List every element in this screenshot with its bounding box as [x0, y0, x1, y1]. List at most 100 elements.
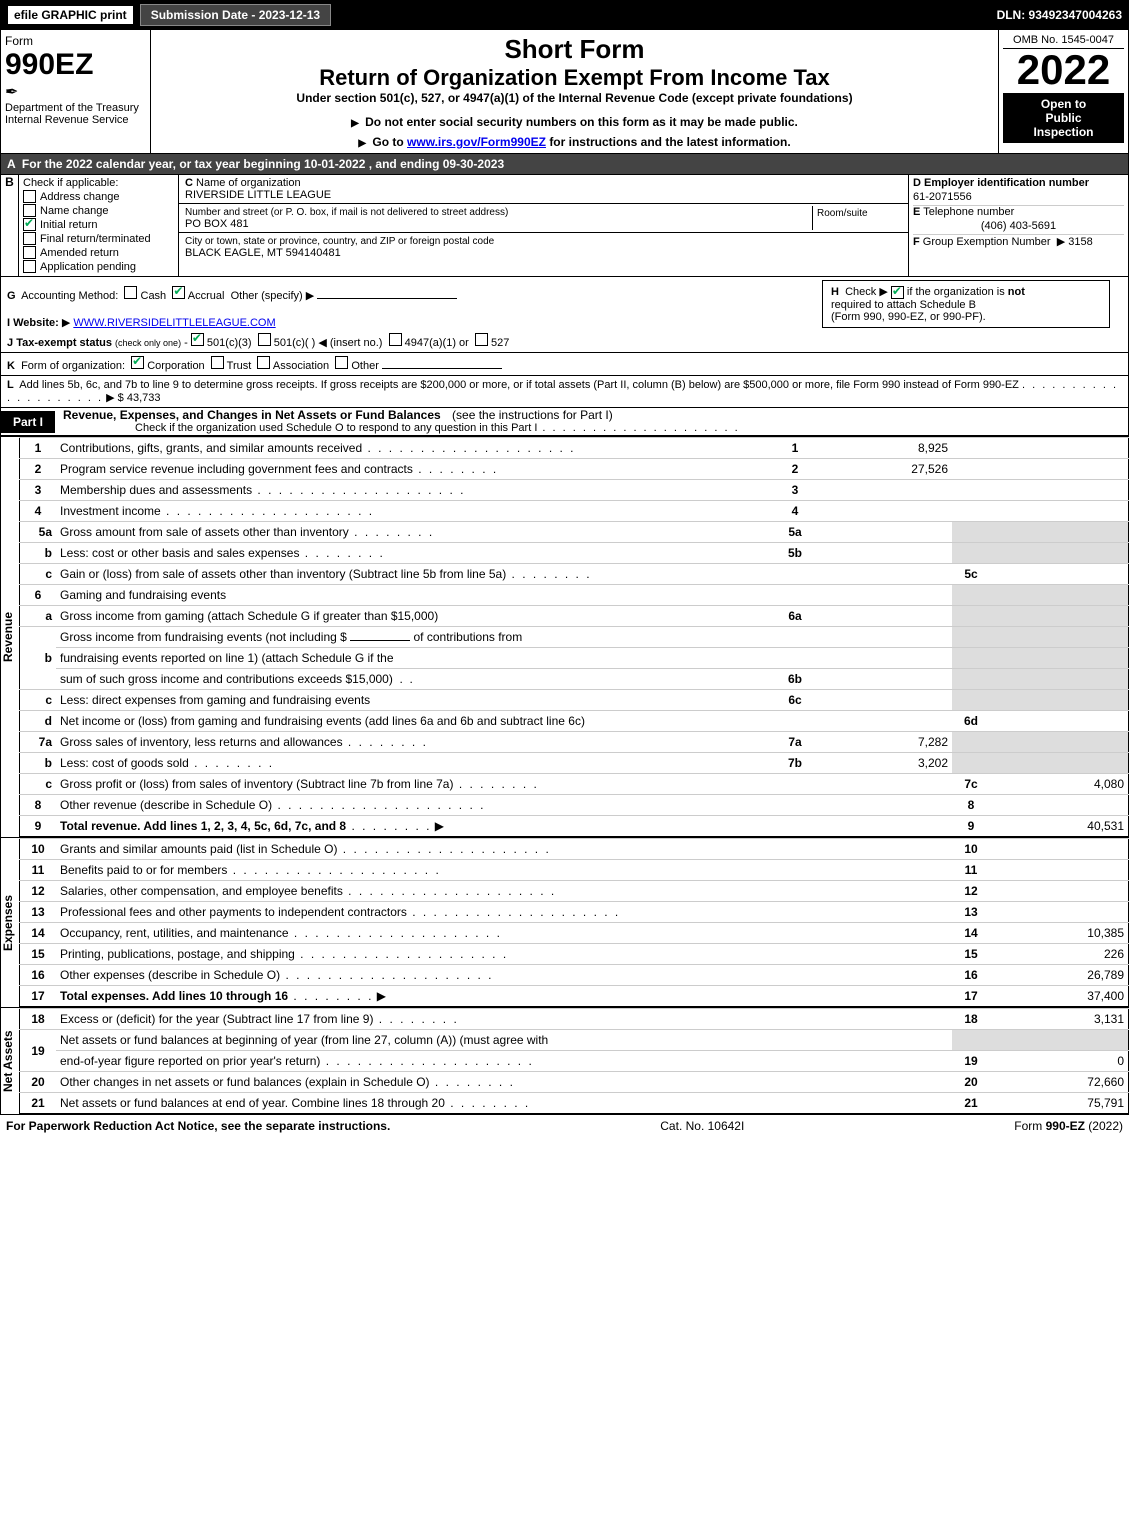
line-6b-text1: Gross income from fundraising events (no…	[60, 630, 347, 644]
501c-checkbox[interactable]	[258, 333, 271, 346]
initial-return-checkbox[interactable]	[23, 218, 36, 231]
line-6b-text4: sum of such gross income and contributio…	[60, 672, 393, 686]
line-11: 11Benefits paid to or for members11	[20, 860, 1129, 881]
527-label: 527	[491, 337, 509, 349]
line-2: 2Program service revenue including gover…	[20, 459, 1129, 480]
line-5a-mid: 5a	[776, 522, 814, 543]
line-12: 12Salaries, other compensation, and empl…	[20, 881, 1129, 902]
line-8: 8Other revenue (describe in Schedule O)8	[20, 795, 1129, 816]
line-7c-desc: Gross profit or (loss) from sales of inv…	[60, 777, 453, 791]
tax-year-range: For the 2022 calendar year, or tax year …	[22, 157, 504, 171]
org-name-label: Name of organization	[196, 177, 301, 189]
other-org-input[interactable]	[382, 368, 502, 369]
line-18-desc: Excess or (deficit) for the year (Subtra…	[60, 1012, 373, 1026]
ein-value: 61-2071556	[913, 189, 1124, 206]
line-21: 21Net assets or fund balances at end of …	[20, 1093, 1129, 1114]
corporation-label: Corporation	[147, 360, 204, 372]
net-assets-section-label: Net Assets	[0, 1008, 19, 1114]
irs-link[interactable]: www.irs.gov/Form990EZ	[407, 135, 546, 149]
line-7a-midval: 7,282	[814, 732, 952, 753]
website-link[interactable]: WWW.RIVERSIDELITTLELEAGUE.COM	[73, 317, 275, 329]
line-5a-desc: Gross amount from sale of assets other t…	[60, 525, 349, 539]
top-bar: efile GRAPHIC print Submission Date - 20…	[0, 0, 1129, 30]
application-pending-checkbox[interactable]	[23, 260, 36, 273]
line-16: 16Other expenses (describe in Schedule O…	[20, 965, 1129, 986]
4947-checkbox[interactable]	[389, 333, 402, 346]
street-label: Number and street (or P. O. box, if mail…	[185, 207, 508, 218]
line-17-amount: 37,400	[990, 986, 1129, 1007]
part-i-header: Part I Revenue, Expenses, and Changes in…	[0, 408, 1129, 436]
line-4-amount	[814, 501, 952, 522]
accrual-checkbox[interactable]	[172, 286, 185, 299]
amended-return-checkbox[interactable]	[23, 246, 36, 259]
cash-checkbox[interactable]	[124, 286, 137, 299]
association-label: Association	[273, 360, 329, 372]
arrow-icon	[351, 115, 362, 129]
letter-j: J	[7, 337, 13, 349]
line-6c-desc: Less: direct expenses from gaming and fu…	[56, 690, 776, 711]
line-5a-midval	[814, 522, 952, 543]
line-10-amount	[990, 839, 1129, 860]
line-11-amount	[990, 860, 1129, 881]
line-6a-mid: 6a	[776, 606, 814, 627]
line-20-box: 20	[952, 1072, 990, 1093]
efile-print-button[interactable]: efile GRAPHIC print	[7, 5, 134, 25]
phone-label: Telephone number	[923, 206, 1014, 218]
other-specify-label: Other (specify)	[231, 290, 303, 302]
line-14-desc: Occupancy, rent, utilities, and maintena…	[60, 926, 289, 940]
association-checkbox[interactable]	[257, 356, 270, 369]
line-6b-blank[interactable]	[350, 640, 410, 641]
form-footer-pre: Form	[1014, 1119, 1045, 1133]
line-18-box: 18	[952, 1009, 990, 1030]
goto-suffix: for instructions and the latest informat…	[549, 135, 790, 149]
schedule-b-checkbox[interactable]	[891, 286, 904, 299]
line-7a: 7aGross sales of inventory, less returns…	[20, 732, 1129, 753]
org-name-value: RIVERSIDE LITTLE LEAGUE	[185, 189, 331, 201]
other-org-label: Other	[351, 360, 379, 372]
line-5b-desc: Less: cost or other basis and sales expe…	[60, 546, 299, 560]
letter-a: A	[7, 157, 15, 171]
cash-label: Cash	[141, 290, 167, 302]
501c3-checkbox[interactable]	[191, 333, 204, 346]
address-change-checkbox[interactable]	[23, 190, 36, 203]
line-8-amount	[990, 795, 1129, 816]
trust-checkbox[interactable]	[211, 356, 224, 369]
line-9-amount: 40,531	[990, 816, 1129, 837]
line-6: 6Gaming and fundraising events	[20, 585, 1129, 606]
line-10: 10Grants and similar amounts paid (list …	[20, 839, 1129, 860]
line-6b-text3: fundraising events reported on line 1) (…	[56, 648, 952, 669]
letter-g: G	[7, 290, 16, 302]
line-4-desc: Investment income	[60, 504, 161, 518]
line-14-box: 14	[952, 923, 990, 944]
part-i-title-sub: (see the instructions for Part I)	[452, 408, 613, 422]
city-value: BLACK EAGLE, MT 594140481	[185, 247, 341, 259]
return-title: Return of Organization Exempt From Incom…	[155, 65, 994, 91]
line-21-amount: 75,791	[990, 1093, 1129, 1114]
tax-year: 2022	[1003, 49, 1124, 91]
line-8-desc: Other revenue (describe in Schedule O)	[60, 798, 272, 812]
h-text3: required to attach Schedule B	[831, 299, 976, 311]
line-8-box: 8	[952, 795, 990, 816]
line-6c: cLess: direct expenses from gaming and f…	[20, 690, 1129, 711]
line-6b: b Gross income from fundraising events (…	[20, 627, 1129, 648]
line-20-amount: 72,660	[990, 1072, 1129, 1093]
address-change-label: Address change	[40, 191, 120, 203]
name-change-label: Name change	[40, 205, 109, 217]
room-suite-label: Room/suite	[812, 206, 902, 230]
letter-e: E	[913, 206, 920, 218]
other-specify-input[interactable]	[317, 298, 457, 299]
group-exemption-label: Group Exemption Number	[923, 236, 1051, 248]
final-return-checkbox[interactable]	[23, 232, 36, 245]
corporation-checkbox[interactable]	[131, 356, 144, 369]
line-19a: 19Net assets or fund balances at beginni…	[20, 1030, 1129, 1051]
line-9-box: 9	[952, 816, 990, 837]
line-12-box: 12	[952, 881, 990, 902]
other-org-checkbox[interactable]	[335, 356, 348, 369]
website-label: Website:	[13, 317, 59, 329]
under-section-text: Under section 501(c), 527, or 4947(a)(1)…	[155, 91, 994, 105]
h-check-text: Check ▶	[845, 286, 888, 298]
527-checkbox[interactable]	[475, 333, 488, 346]
final-return-label: Final return/terminated	[40, 233, 151, 245]
letter-d: D	[913, 177, 921, 189]
line-5b: bLess: cost or other basis and sales exp…	[20, 543, 1129, 564]
